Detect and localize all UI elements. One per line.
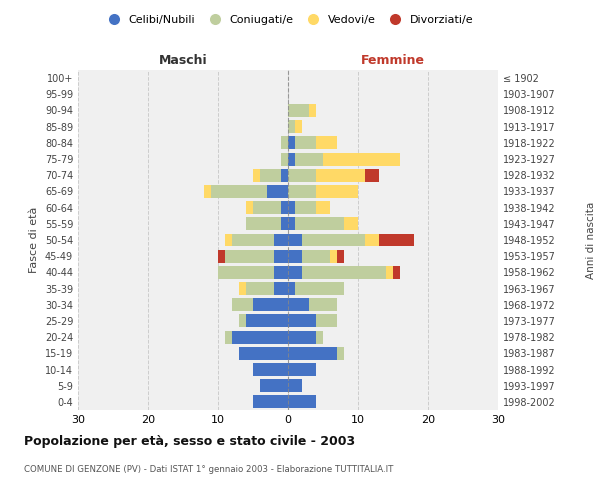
Bar [239, 347, 288, 360]
Bar [365, 169, 379, 181]
Y-axis label: Fasce di età: Fasce di età [29, 207, 39, 273]
Bar [295, 282, 344, 295]
Bar [281, 201, 288, 214]
Bar [267, 185, 288, 198]
Bar [281, 152, 288, 166]
Bar [386, 266, 393, 279]
Bar [302, 234, 365, 246]
Bar [288, 250, 302, 262]
Bar [295, 152, 323, 166]
Bar [281, 218, 288, 230]
Bar [309, 104, 316, 117]
Bar [288, 152, 295, 166]
Bar [225, 250, 274, 262]
Bar [253, 363, 288, 376]
Bar [288, 266, 302, 279]
Bar [316, 169, 365, 181]
Bar [246, 314, 288, 328]
Bar [232, 234, 274, 246]
Bar [239, 314, 246, 328]
Bar [337, 347, 344, 360]
Bar [316, 185, 358, 198]
Bar [316, 201, 330, 214]
Bar [302, 266, 386, 279]
Bar [323, 152, 400, 166]
Bar [337, 250, 344, 262]
Bar [246, 218, 281, 230]
Bar [295, 120, 302, 133]
Bar [260, 379, 288, 392]
Bar [281, 169, 288, 181]
Bar [288, 201, 295, 214]
Bar [288, 169, 316, 181]
Bar [246, 201, 253, 214]
Bar [218, 250, 225, 262]
Bar [288, 330, 316, 344]
Bar [288, 314, 316, 328]
Bar [253, 298, 288, 311]
Bar [225, 234, 232, 246]
Text: Femmine: Femmine [361, 54, 425, 67]
Bar [393, 266, 400, 279]
Bar [288, 363, 316, 376]
Legend: Celibi/Nubili, Coniugati/e, Vedovi/e, Divorziati/e: Celibi/Nubili, Coniugati/e, Vedovi/e, Di… [98, 10, 478, 29]
Bar [253, 169, 260, 181]
Bar [232, 298, 253, 311]
Bar [295, 201, 316, 214]
Bar [288, 379, 302, 392]
Bar [288, 120, 295, 133]
Bar [309, 298, 337, 311]
Bar [379, 234, 414, 246]
Text: Popolazione per età, sesso e stato civile - 2003: Popolazione per età, sesso e stato civil… [24, 435, 355, 448]
Bar [274, 234, 288, 246]
Bar [288, 282, 295, 295]
Bar [288, 136, 295, 149]
Bar [295, 136, 316, 149]
Bar [288, 347, 337, 360]
Bar [239, 282, 246, 295]
Bar [281, 136, 288, 149]
Bar [253, 396, 288, 408]
Bar [253, 201, 281, 214]
Bar [274, 266, 288, 279]
Bar [274, 250, 288, 262]
Bar [288, 104, 309, 117]
Bar [204, 185, 211, 198]
Bar [288, 234, 302, 246]
Text: Anni di nascita: Anni di nascita [586, 202, 596, 278]
Bar [365, 234, 379, 246]
Bar [316, 136, 337, 149]
Bar [344, 218, 358, 230]
Bar [288, 185, 316, 198]
Bar [330, 250, 337, 262]
Text: Maschi: Maschi [158, 54, 208, 67]
Bar [288, 396, 316, 408]
Bar [295, 218, 344, 230]
Bar [288, 218, 295, 230]
Bar [211, 185, 267, 198]
Text: COMUNE DI GENZONE (PV) - Dati ISTAT 1° gennaio 2003 - Elaborazione TUTTITALIA.IT: COMUNE DI GENZONE (PV) - Dati ISTAT 1° g… [24, 465, 394, 474]
Bar [288, 298, 309, 311]
Bar [260, 169, 281, 181]
Bar [232, 330, 288, 344]
Bar [274, 282, 288, 295]
Bar [316, 330, 323, 344]
Bar [218, 266, 274, 279]
Bar [246, 282, 274, 295]
Bar [225, 330, 232, 344]
Bar [302, 250, 330, 262]
Bar [316, 314, 337, 328]
